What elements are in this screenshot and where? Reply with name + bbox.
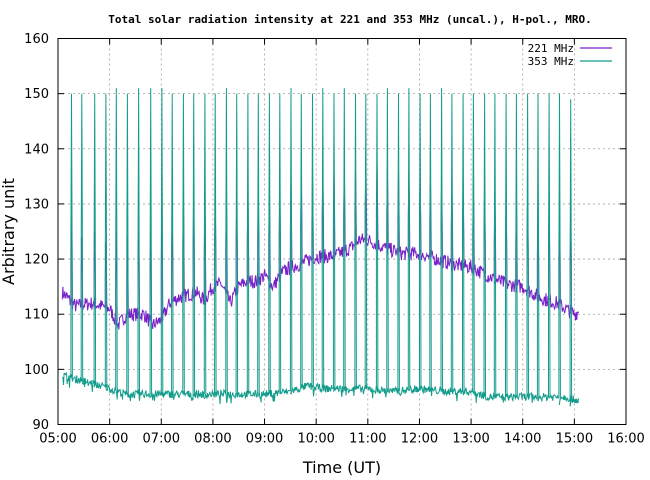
y-tick-label: 140 bbox=[24, 142, 49, 157]
x-tick-label: 14:00 bbox=[504, 432, 541, 447]
x-tick-label: 15:00 bbox=[556, 432, 593, 447]
y-tick-label: 160 bbox=[24, 32, 49, 47]
x-tick-label: 12:00 bbox=[401, 432, 438, 447]
x-tick-label: 13:00 bbox=[452, 432, 489, 447]
chart-title: Total solar radiation intensity at 221 a… bbox=[108, 13, 591, 26]
x-tick-label: 11:00 bbox=[349, 432, 386, 447]
y-tick-label: 90 bbox=[32, 418, 49, 433]
y-tick-label: 150 bbox=[24, 87, 49, 102]
y-axis-label: Arbitrary unit bbox=[0, 178, 18, 285]
x-tick-label: 06:00 bbox=[91, 432, 128, 447]
x-tick-label: 09:00 bbox=[246, 432, 283, 447]
plot-frame bbox=[57, 38, 627, 425]
tick-labels: 05:00 06:00 07:00 08:00 09:00 10:00 11:00 12:00… bbox=[24, 32, 645, 447]
y-tick-label: 130 bbox=[24, 197, 49, 212]
y-tick-label: 110 bbox=[24, 308, 49, 323]
grid bbox=[58, 38, 626, 425]
y-tick-label: 120 bbox=[24, 253, 49, 268]
legend-label: 353 MHz bbox=[528, 55, 574, 68]
x-tick-label: 08:00 bbox=[194, 432, 231, 447]
x-tick-label: 07:00 bbox=[143, 432, 180, 447]
x-axis-label: Time (UT) bbox=[302, 458, 381, 477]
series-line-353-mhz bbox=[62, 88, 580, 407]
x-tick-label: 05:00 bbox=[39, 432, 76, 447]
series-group bbox=[61, 88, 580, 407]
x-tick-label: 10:00 bbox=[297, 432, 334, 447]
legend-label: 221 MHz bbox=[528, 42, 574, 55]
x-tick-label: 16:00 bbox=[607, 432, 644, 447]
y-tick-label: 100 bbox=[24, 363, 49, 378]
